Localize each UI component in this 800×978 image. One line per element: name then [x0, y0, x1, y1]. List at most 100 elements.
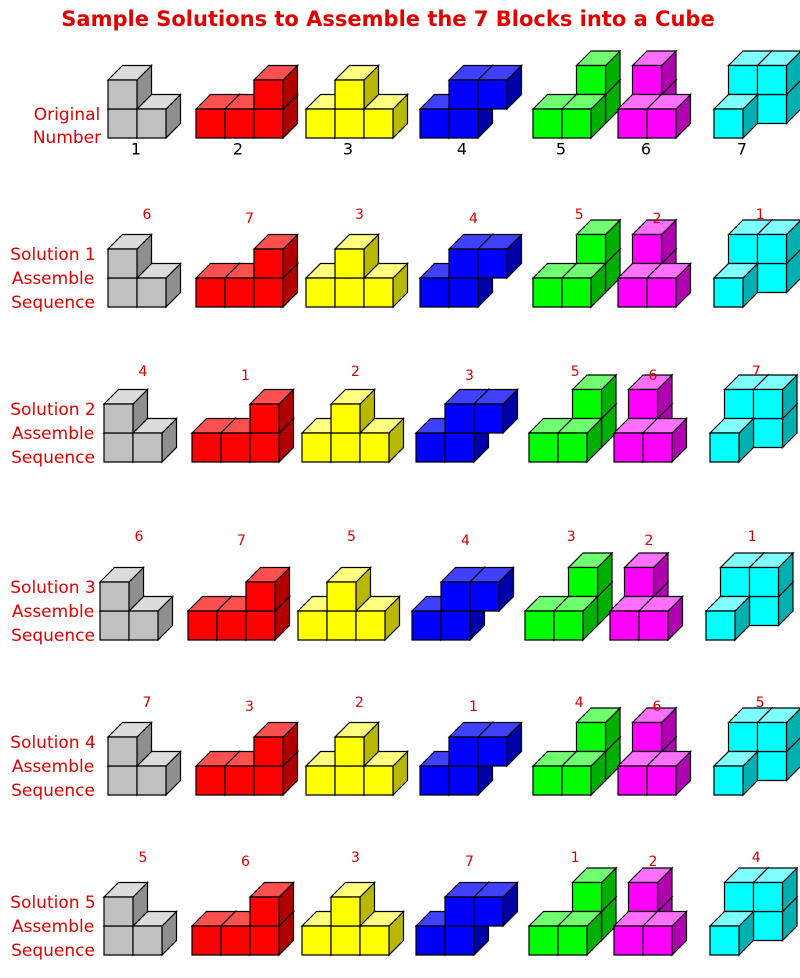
block [712, 706, 800, 797]
block [194, 64, 299, 140]
sequence-number: 5 [575, 207, 584, 223]
row-label: Solution 5 [10, 893, 95, 913]
cube-face [107, 736, 138, 767]
cube-face [363, 765, 394, 796]
block [608, 551, 684, 642]
row-label: Original [34, 105, 101, 125]
cube-face [334, 736, 365, 767]
sequence-number: 5 [756, 695, 765, 711]
cube-face [136, 277, 167, 308]
cube-face [756, 93, 788, 125]
cube-face [355, 610, 386, 641]
cube-face [224, 108, 255, 139]
cube-face [359, 432, 390, 463]
cube-face [553, 610, 584, 641]
sequence-number: 1 [571, 850, 580, 866]
cube-face [705, 610, 736, 641]
cube-face [727, 233, 759, 265]
cube-face [216, 610, 247, 641]
cube-face [709, 432, 740, 463]
block-number: 2 [233, 140, 243, 159]
sequence-number: 7 [245, 211, 254, 227]
cube-face [195, 765, 226, 796]
cube-face [713, 765, 744, 796]
cube-face [249, 925, 280, 956]
cube-face [253, 765, 284, 796]
cube-face [756, 721, 788, 753]
cube-face [363, 108, 394, 139]
cube-face [330, 403, 361, 434]
cube-face [752, 910, 784, 942]
cube-face [440, 610, 471, 641]
cube-face [107, 248, 138, 279]
sequence-number: 7 [465, 854, 474, 870]
cube-face [638, 610, 669, 641]
block [414, 881, 519, 957]
block [304, 721, 409, 797]
cube-face [642, 432, 673, 463]
block-number: 5 [556, 140, 566, 159]
block [190, 881, 295, 957]
cube-face [132, 925, 163, 956]
cube-face [613, 432, 644, 463]
sequence-number: 4 [139, 364, 148, 380]
cube-face [191, 925, 222, 956]
cube-face [532, 277, 563, 308]
sequence-number: 4 [469, 211, 478, 227]
row-label: Solution 1 [10, 245, 95, 265]
row-label: Assemble [12, 917, 94, 937]
cube-face [473, 403, 504, 434]
sequence-number: 2 [649, 854, 658, 870]
cube-face [752, 417, 784, 449]
cube-face [297, 610, 328, 641]
cube-face [646, 765, 677, 796]
cube-face [103, 403, 134, 434]
block [418, 233, 523, 309]
cube-face [249, 403, 280, 434]
cube-face [301, 432, 332, 463]
cube-face [727, 721, 759, 753]
cube-face [617, 108, 648, 139]
cube-face [128, 610, 159, 641]
block [304, 64, 409, 140]
sequence-number: 3 [355, 207, 364, 223]
row-label: Assemble [12, 269, 94, 289]
cube-face [415, 432, 446, 463]
cube-face [477, 79, 508, 110]
cube-face [571, 881, 603, 913]
block [531, 49, 622, 140]
cube-face [756, 262, 788, 294]
cube-face [448, 736, 479, 767]
block [106, 233, 182, 309]
cube-face [305, 277, 336, 308]
block [414, 388, 519, 464]
cube-face [448, 277, 479, 308]
row-label: Solution 3 [10, 578, 95, 598]
sequence-number: 3 [245, 699, 254, 715]
row-label: Assemble [12, 602, 94, 622]
cube-face [326, 610, 357, 641]
cube-face [195, 108, 226, 139]
sequence-number: 3 [351, 850, 360, 866]
cube-face [419, 765, 450, 796]
cube-face [330, 896, 361, 927]
cube-face [561, 765, 592, 796]
cube-face [448, 79, 479, 110]
cube-face [448, 765, 479, 796]
cube-face [253, 248, 284, 279]
block [98, 566, 174, 642]
cube-face [103, 925, 134, 956]
cube-face [561, 108, 592, 139]
block [186, 566, 291, 642]
block [531, 706, 622, 797]
cube-face [613, 925, 644, 956]
row-label: Sequence [11, 941, 95, 961]
cube-face [444, 403, 475, 434]
block-number: 1 [131, 140, 141, 159]
cube-face [631, 233, 663, 265]
cube-face [334, 108, 365, 139]
cube-face [561, 277, 592, 308]
cube-face [103, 896, 134, 927]
block-number: 7 [737, 140, 747, 159]
